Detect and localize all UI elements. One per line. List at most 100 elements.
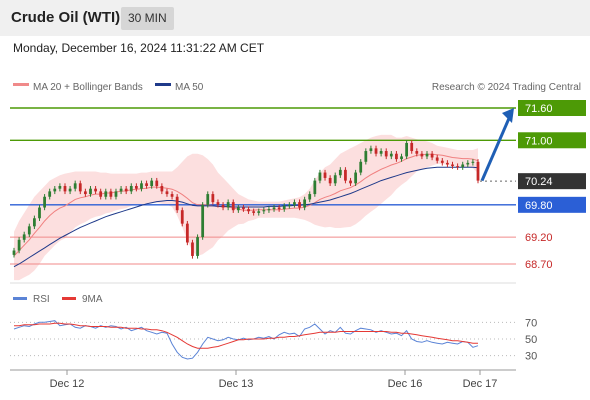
candle-body — [124, 188, 128, 192]
header-bar: Crude Oil (WTI) 30 MIN — [0, 0, 590, 36]
x-axis-layer: Dec 12 Dec 13 Dec 16 Dec 17 — [50, 370, 497, 390]
level-label-69.20: 69.20 — [525, 232, 553, 244]
candle-body — [298, 202, 301, 208]
ma50-line — [13, 166, 479, 268]
level-badge-71.60 — [518, 100, 586, 116]
candle-body — [425, 153, 429, 157]
candle-body — [22, 234, 26, 240]
candle-body — [109, 191, 113, 197]
candle-body — [185, 223, 189, 243]
candle-body — [456, 166, 459, 168]
candle-body — [196, 237, 199, 256]
candle-body — [313, 180, 317, 195]
candle-body — [282, 205, 286, 210]
candle-body — [226, 202, 230, 208]
projection-arrow — [480, 115, 512, 182]
candle-body — [17, 239, 21, 251]
level-badge-text-71.60: 71.60 — [525, 103, 553, 115]
level-badge-71.00 — [518, 132, 586, 149]
level-badge-69.80 — [518, 196, 586, 213]
rsi-ma-legend-swatch — [62, 297, 76, 300]
candle-body — [68, 188, 72, 192]
candle-body — [318, 172, 322, 181]
instrument-title: Crude Oil (WTI) — [11, 9, 121, 26]
candle-body — [466, 162, 470, 165]
candle-body — [221, 204, 225, 208]
candles-layer — [12, 108, 514, 259]
candle-body — [78, 183, 82, 192]
candle-body — [405, 142, 409, 157]
ma20-line — [13, 153, 479, 257]
candle-body — [410, 142, 414, 152]
candle-body — [104, 191, 108, 197]
candle-body — [389, 153, 393, 157]
candle-body — [155, 180, 159, 186]
candle-body — [364, 151, 368, 162]
candle-body — [287, 204, 291, 206]
candle-body — [145, 183, 148, 186]
candle-body — [206, 194, 210, 205]
candle-body — [328, 177, 332, 184]
candle-body — [247, 209, 250, 212]
candle-body — [359, 161, 363, 173]
ma50-legend-label: MA 50 — [175, 82, 204, 93]
candle-body — [99, 191, 103, 197]
timeframe-badge[interactable]: 30 MIN — [121, 7, 174, 30]
candle-body — [451, 164, 454, 167]
candle-body — [165, 191, 169, 195]
candle-body — [333, 175, 337, 184]
candle-body — [140, 183, 143, 189]
rsi-layer: 70 50 30 — [10, 317, 537, 363]
candle-body — [160, 186, 164, 192]
candle-body — [293, 202, 296, 205]
date-line: Monday, December 16, 2024 11:31:22 AM CE… — [13, 41, 265, 55]
level-badge-70.24 — [518, 173, 586, 190]
candle-body — [440, 160, 444, 163]
candle-body — [374, 148, 378, 154]
rsi-tick-30: 30 — [525, 351, 537, 363]
candle-body — [129, 186, 133, 192]
candle-body — [48, 191, 52, 197]
x-tick-label: Dec 13 — [219, 378, 254, 390]
rsi-ma-legend-label: 9MA — [82, 294, 103, 305]
candle-body — [58, 186, 62, 189]
rsi-tick-50: 50 — [525, 334, 537, 346]
candle-body — [349, 180, 352, 184]
rsi-tick-70: 70 — [525, 317, 537, 329]
candle-body — [272, 207, 276, 210]
candle-body — [94, 188, 97, 192]
candle-body — [354, 172, 358, 184]
candle-body — [344, 169, 347, 181]
candle-body — [38, 207, 41, 219]
rsi-ma-line — [14, 322, 478, 349]
x-tick-label: Dec 16 — [388, 378, 423, 390]
candle-body — [27, 226, 31, 235]
candle-body — [89, 188, 92, 195]
level-badge-text-71.00: 71.00 — [525, 135, 553, 147]
candle-body — [180, 210, 184, 224]
candle-body — [43, 196, 46, 208]
candle-body — [114, 191, 118, 197]
candle-body — [53, 188, 57, 192]
candle-body — [303, 199, 307, 208]
candle-body — [308, 194, 312, 200]
candle-body — [201, 204, 205, 238]
candle-body — [262, 210, 266, 212]
candle-body — [236, 207, 240, 211]
candle-body — [252, 211, 256, 213]
x-tick-label: Dec 12 — [50, 378, 85, 390]
candle-body — [400, 156, 403, 160]
candle-body — [211, 194, 215, 203]
candle-body — [415, 151, 419, 154]
candle-body — [33, 218, 36, 227]
candle-body — [83, 191, 87, 195]
candle-body — [395, 153, 398, 160]
candle-body — [231, 202, 235, 211]
level-label-68.70: 68.70 — [525, 259, 553, 271]
candle-body — [323, 172, 327, 178]
candle-body — [73, 183, 77, 189]
candle-body — [170, 194, 174, 197]
rsi-legend-swatch — [13, 297, 27, 300]
